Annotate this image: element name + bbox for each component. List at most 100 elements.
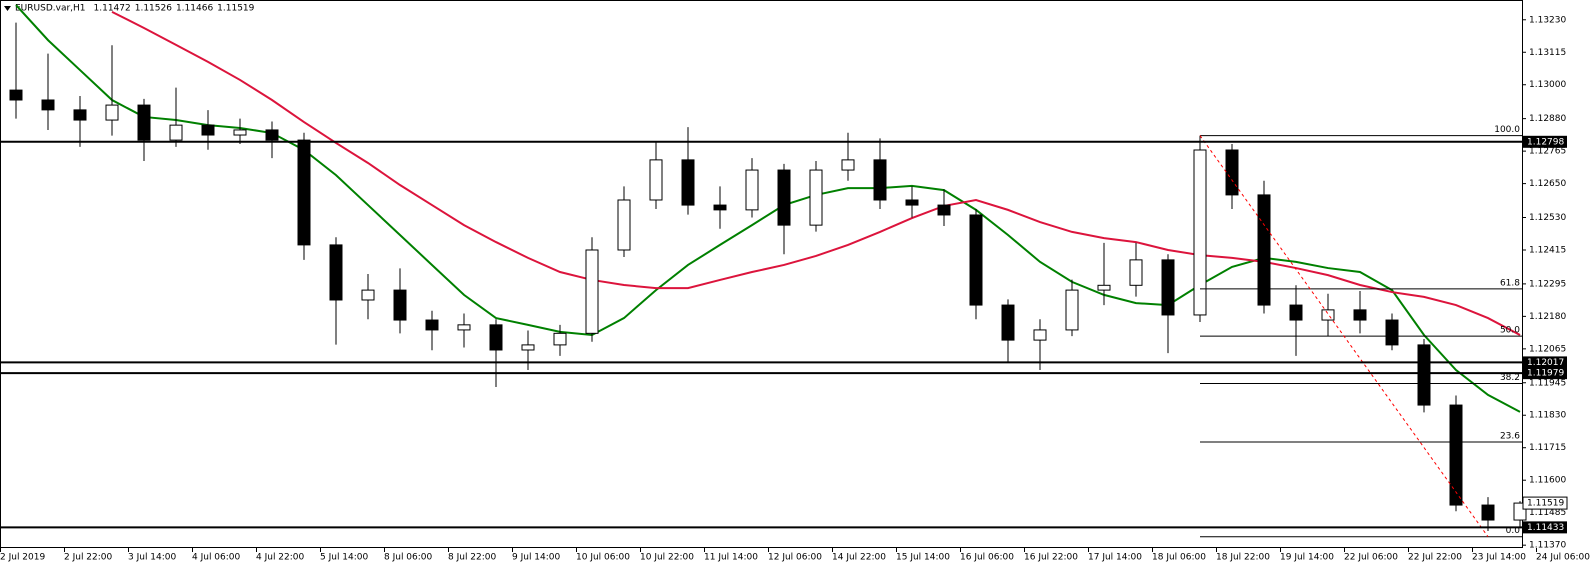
level-label-box	[1523, 135, 1567, 148]
y-tick-label: 1.12295	[1529, 279, 1566, 289]
candle-body	[1065, 289, 1079, 331]
candle-body	[265, 129, 279, 141]
candle-body	[393, 289, 407, 321]
y-tick-label: 1.13000	[1529, 80, 1566, 90]
price-label-box	[1522, 496, 1568, 510]
candle-body	[777, 169, 791, 226]
candle-body	[1001, 304, 1015, 341]
y-tick-label: 1.11945	[1529, 378, 1566, 388]
chart-title: EURUSD.var,H1	[15, 4, 86, 14]
x-tick-label: 4 Jul 22:00	[256, 553, 305, 563]
quote-value: 1.11519	[217, 4, 254, 14]
candle-body	[585, 249, 599, 334]
y-tick-label: 1.11830	[1529, 411, 1566, 421]
x-tick-label: 5 Jul 14:00	[320, 553, 369, 563]
candle-body	[969, 214, 983, 306]
candle-body	[297, 139, 311, 246]
candle-body	[521, 344, 535, 351]
candle-body	[1225, 149, 1239, 196]
candle-body	[1193, 149, 1207, 316]
x-tick-label: 10 Jul 22:00	[640, 553, 694, 563]
candle-body	[873, 159, 887, 201]
candle-body	[617, 199, 631, 251]
candle-body	[1097, 284, 1111, 291]
fib-label: 50.0	[1500, 326, 1520, 336]
candle-body	[1321, 309, 1335, 321]
x-tick-label: 14 Jul 22:00	[832, 553, 886, 563]
y-tick-label: 1.12765	[1529, 147, 1566, 157]
candle-body	[73, 109, 87, 121]
x-tick-label: 22 Jul 06:00	[1344, 553, 1398, 563]
fib-label: 38.2	[1500, 373, 1520, 383]
candle-body	[1417, 344, 1431, 406]
candle-body	[649, 159, 663, 201]
menu-arrow	[4, 6, 11, 11]
candle-body	[905, 199, 919, 206]
level-label: 1.12017	[1527, 358, 1564, 368]
quote-value: 1.11466	[176, 4, 213, 14]
y-tick-label: 1.12415	[1529, 245, 1566, 255]
y-tick-label: 1.12650	[1529, 179, 1566, 189]
y-tick-label: 1.11715	[1529, 443, 1566, 453]
y-tick-label: 1.11370	[1529, 541, 1566, 551]
x-tick-label: 17 Jul 14:00	[1088, 553, 1142, 563]
candle-body	[201, 124, 215, 136]
candle-body	[233, 129, 247, 136]
candle-body	[553, 332, 567, 346]
x-tick-label: 18 Jul 22:00	[1216, 553, 1270, 563]
x-tick-label: 4 Jul 06:00	[192, 553, 241, 563]
candle-body	[9, 89, 23, 101]
y-tick-label: 1.12880	[1529, 114, 1566, 124]
candle-body	[937, 204, 951, 216]
candle-body	[105, 104, 119, 121]
fib-label: 0.0	[1506, 526, 1521, 536]
candle-body	[137, 104, 151, 141]
candle-body	[713, 204, 727, 211]
candle-body	[1481, 504, 1495, 521]
quote-value: 1.11526	[135, 4, 172, 14]
candle-body	[169, 124, 183, 141]
level-label: 1.12798	[1527, 137, 1564, 147]
candle-body	[361, 289, 375, 301]
fib-trend	[1199, 135, 1489, 537]
x-tick-label: 11 Jul 14:00	[704, 553, 758, 563]
x-tick-label: 19 Jul 14:00	[1280, 553, 1334, 563]
moving-average	[111, 10, 1521, 336]
candle-body	[809, 169, 823, 226]
x-tick-label: 23 Jul 14:00	[1472, 553, 1526, 563]
quote-value: 1.11472	[94, 4, 131, 14]
x-tick-label: 10 Jul 06:00	[576, 553, 630, 563]
candle-body	[841, 159, 855, 171]
candle-body	[1129, 259, 1143, 286]
x-tick-label: 2 Jul 22:00	[64, 553, 113, 563]
y-tick-label: 1.11485	[1529, 508, 1566, 518]
x-tick-label: 16 Jul 22:00	[1024, 553, 1078, 563]
fib-label: 23.6	[1500, 432, 1520, 442]
candle-body	[1353, 309, 1367, 321]
y-tick-label: 1.12180	[1529, 312, 1566, 322]
x-tick-label: 22 Jul 22:00	[1408, 553, 1462, 563]
candle-body	[41, 99, 55, 111]
x-tick-label: 15 Jul 14:00	[896, 553, 950, 563]
x-tick-label: 16 Jul 06:00	[960, 553, 1014, 563]
y-tick-label: 1.12530	[1529, 213, 1566, 223]
fib-label: 61.8	[1500, 278, 1520, 288]
y-tick-label: 1.13230	[1529, 15, 1566, 25]
level-label-box	[1523, 356, 1567, 369]
x-tick-label: 8 Jul 06:00	[384, 553, 433, 563]
x-tick-label: 3 Jul 14:00	[128, 553, 177, 563]
level-label-box	[1523, 367, 1567, 380]
level-label: 1.11433	[1527, 523, 1564, 533]
candle-body	[1161, 259, 1175, 316]
y-tick-label: 1.13115	[1529, 48, 1566, 58]
candle-body	[489, 324, 503, 351]
candle-body	[1033, 329, 1047, 341]
x-tick-label: 8 Jul 22:00	[448, 553, 497, 563]
x-tick-label: 18 Jul 06:00	[1152, 553, 1206, 563]
x-tick-label: 2 Jul 2019	[0, 553, 45, 563]
fib-label: 100.0	[1494, 125, 1520, 135]
candle-body	[1257, 194, 1271, 306]
candle-body	[425, 319, 439, 331]
y-tick-label: 1.12065	[1529, 344, 1566, 354]
